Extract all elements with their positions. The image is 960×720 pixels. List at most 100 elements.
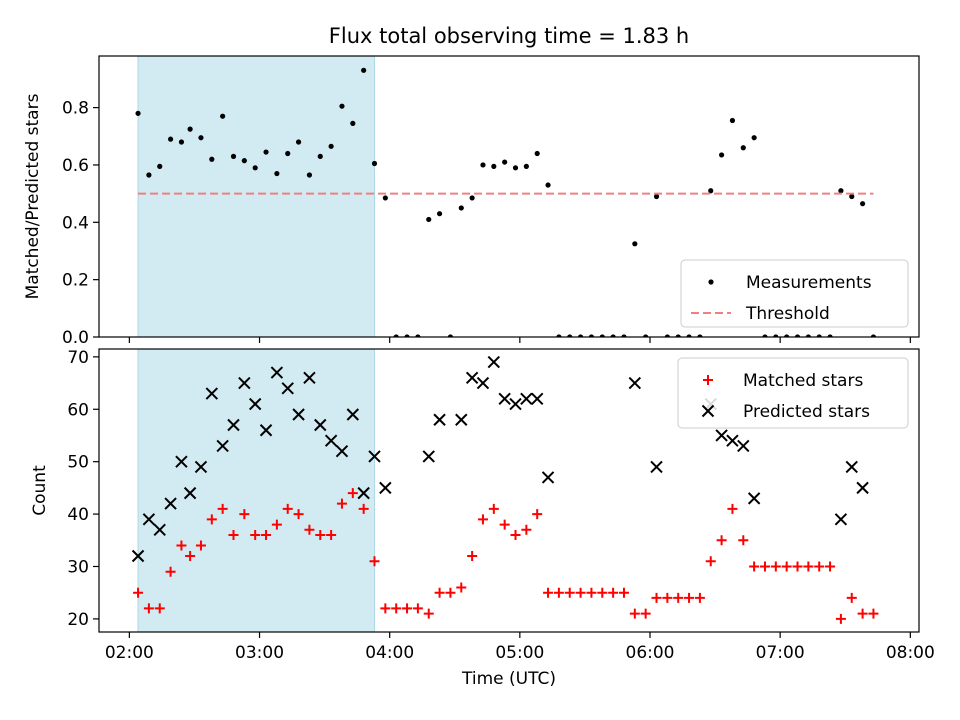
measurement-point (773, 334, 779, 337)
y-tick-label: 20 (67, 610, 89, 630)
measurement-point (178, 139, 185, 145)
matched-point (217, 503, 228, 514)
matched-point (770, 561, 781, 572)
predicted-point (455, 413, 468, 426)
matched-point (705, 556, 716, 567)
legend-label: Threshold (745, 304, 830, 324)
x-axis-label: Time (UTC) (461, 669, 556, 689)
matched-point (488, 503, 499, 514)
measurement-point (675, 334, 681, 337)
predicted-point (465, 371, 479, 385)
matched-point (651, 592, 662, 603)
predicted-point (131, 549, 145, 563)
x-tick-label: 07:00 (756, 643, 805, 663)
measurement-point (664, 334, 670, 337)
measurement-point (167, 136, 174, 142)
measurement-point (545, 182, 551, 188)
matched-point (271, 519, 282, 530)
matched-point (868, 608, 879, 619)
legend-marker-measurements (708, 279, 714, 285)
measurement-point (328, 143, 334, 149)
y-tick-label: 60 (67, 400, 89, 420)
measurement-point (653, 193, 660, 200)
matched-point (434, 587, 445, 598)
measurement-point (393, 334, 399, 337)
matched-point (759, 561, 770, 572)
matched-point (803, 561, 814, 572)
measurement-point (577, 334, 584, 337)
measurement-point (146, 172, 152, 178)
legend-box (680, 259, 909, 328)
matched-point (456, 582, 467, 593)
measurement-point (371, 160, 378, 167)
matched-point (239, 509, 250, 520)
predicted-point (509, 397, 522, 411)
predicted-point (845, 460, 858, 474)
measurement-point (306, 172, 313, 178)
predicted-point (303, 371, 316, 385)
measurement-point (718, 152, 725, 158)
measurement-point (588, 334, 595, 337)
matched-point (835, 613, 846, 624)
measurement-point (859, 201, 866, 207)
shaded-region (137, 55, 376, 338)
predicted-point (292, 408, 305, 421)
y-tick-label: 70 (67, 348, 89, 368)
predicted-point (856, 481, 869, 495)
matched-point (326, 530, 337, 541)
matched-point (185, 551, 196, 562)
x-tick-label: 05:00 (495, 643, 544, 663)
x-tick-label: 04:00 (365, 643, 414, 663)
matched-point (165, 566, 176, 577)
matched-point (532, 509, 543, 520)
matched-point (423, 608, 434, 619)
matched-point (586, 587, 597, 598)
predicted-point (216, 439, 229, 453)
measurement-point (317, 153, 323, 159)
predicted-point (520, 392, 533, 405)
measurement-point (567, 334, 573, 337)
matched-point (315, 530, 326, 541)
matched-point (282, 503, 293, 514)
matched-point (380, 603, 391, 614)
predicted-point (747, 492, 761, 505)
legend-marker-predicted (701, 404, 715, 418)
matched-point (662, 592, 673, 603)
matched-point (467, 551, 478, 562)
plot-area (135, 67, 877, 337)
x-tick-label: 08:00 (886, 643, 935, 663)
axes-frame (98, 55, 920, 338)
matched-point (857, 608, 868, 619)
legend-label: Predicted stars (743, 402, 870, 422)
measurement-point (263, 149, 269, 155)
predicted-point (205, 387, 219, 400)
predicted-point (175, 455, 188, 468)
predicted-point (259, 424, 273, 437)
matched-point (304, 524, 315, 535)
matched-point (564, 587, 575, 598)
measurement-point (480, 162, 486, 168)
matched-point (543, 587, 554, 598)
predicted-point (379, 481, 392, 495)
matched-point (684, 592, 695, 603)
y-tick-label: 0.6 (62, 156, 89, 176)
measurement-point (729, 117, 736, 124)
predicted-point (281, 382, 294, 395)
predicted-point (153, 523, 166, 537)
measurement-point (220, 113, 226, 119)
measurement-point (361, 67, 367, 73)
predicted-point (357, 486, 370, 500)
measurement-point (794, 334, 801, 337)
measurement-point (187, 126, 193, 132)
measurement-point (382, 195, 388, 201)
matched-point (228, 530, 239, 541)
measurement-point (523, 163, 529, 169)
predicted-point (183, 486, 197, 500)
matched-point (597, 587, 608, 598)
measurement-point (426, 216, 432, 223)
predicted-point (335, 444, 349, 458)
predicted-point (164, 497, 177, 510)
measurement-point (816, 334, 822, 337)
matched-point (206, 514, 217, 525)
y-tick-label: 0.8 (62, 99, 89, 119)
